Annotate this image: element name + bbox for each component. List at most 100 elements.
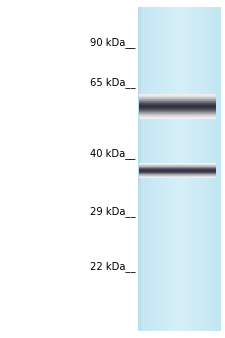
Bar xyxy=(139,104,216,105)
Bar xyxy=(186,7,188,331)
Bar xyxy=(139,114,216,115)
Bar xyxy=(139,166,216,167)
Bar xyxy=(140,7,141,331)
Bar xyxy=(139,115,216,116)
Bar xyxy=(139,110,216,111)
Bar xyxy=(162,7,163,331)
Bar xyxy=(192,7,193,331)
Bar xyxy=(185,7,186,331)
Bar xyxy=(208,7,209,331)
Bar xyxy=(170,7,171,331)
Bar xyxy=(153,7,155,331)
Bar xyxy=(138,7,140,331)
Bar xyxy=(141,7,142,331)
Bar xyxy=(194,7,196,331)
Bar xyxy=(199,7,200,331)
Bar xyxy=(139,175,216,176)
Bar xyxy=(139,97,216,98)
Bar xyxy=(139,101,216,102)
Bar xyxy=(139,163,216,164)
Text: 22 kDa__: 22 kDa__ xyxy=(90,262,135,272)
Bar xyxy=(155,7,156,331)
Bar xyxy=(139,109,216,110)
Bar xyxy=(139,99,216,100)
Bar xyxy=(180,7,181,331)
Bar xyxy=(139,169,216,170)
Text: 40 kDa__: 40 kDa__ xyxy=(90,148,135,159)
Bar xyxy=(138,7,141,331)
Bar xyxy=(189,7,190,331)
Bar xyxy=(139,113,216,114)
Bar xyxy=(139,105,216,106)
Bar xyxy=(139,170,216,171)
Bar xyxy=(203,7,204,331)
Bar xyxy=(164,7,166,331)
Bar xyxy=(139,95,216,96)
Bar xyxy=(175,7,177,331)
Bar xyxy=(139,173,216,174)
Bar xyxy=(139,111,216,112)
Bar xyxy=(178,7,180,331)
Bar xyxy=(204,7,205,331)
Bar xyxy=(181,7,182,331)
Bar xyxy=(200,7,201,331)
Bar xyxy=(139,103,216,104)
Bar xyxy=(139,168,216,169)
Bar xyxy=(188,7,189,331)
Text: 90 kDa__: 90 kDa__ xyxy=(90,37,135,48)
Bar xyxy=(139,174,216,175)
Bar xyxy=(139,107,216,108)
Bar xyxy=(152,7,153,331)
Bar xyxy=(174,7,175,331)
Bar xyxy=(139,94,216,95)
Bar xyxy=(190,7,192,331)
Bar xyxy=(149,7,151,331)
Bar xyxy=(166,7,167,331)
Bar xyxy=(209,7,211,331)
Bar xyxy=(142,7,144,331)
Bar xyxy=(156,7,157,331)
Bar xyxy=(147,7,148,331)
Bar xyxy=(139,116,216,117)
Bar xyxy=(218,7,219,331)
Bar xyxy=(163,7,164,331)
Bar xyxy=(184,7,185,331)
Bar xyxy=(139,100,216,101)
Bar xyxy=(148,7,149,331)
Bar xyxy=(167,7,169,331)
Text: 65 kDa__: 65 kDa__ xyxy=(90,77,135,88)
Bar xyxy=(139,164,216,165)
Bar xyxy=(139,96,216,97)
Bar xyxy=(171,7,173,331)
Bar xyxy=(139,176,216,177)
Bar xyxy=(139,171,216,172)
Bar xyxy=(144,7,145,331)
Bar xyxy=(182,7,184,331)
Bar xyxy=(139,106,216,107)
Bar xyxy=(139,102,216,103)
Bar xyxy=(205,7,207,331)
Bar xyxy=(145,7,147,331)
Bar xyxy=(215,7,216,331)
Bar xyxy=(139,108,216,109)
Bar xyxy=(177,7,178,331)
Bar xyxy=(139,98,216,99)
Bar xyxy=(212,7,214,331)
Bar xyxy=(139,117,216,118)
Bar xyxy=(193,7,194,331)
Bar xyxy=(173,7,174,331)
Bar xyxy=(159,7,160,331)
Bar xyxy=(139,172,216,173)
Bar xyxy=(139,177,216,178)
Bar xyxy=(139,167,216,168)
Bar xyxy=(139,165,216,166)
Bar xyxy=(196,7,197,331)
Bar xyxy=(139,112,216,113)
Bar xyxy=(139,118,216,119)
Bar xyxy=(201,7,203,331)
Bar xyxy=(160,7,162,331)
Bar xyxy=(158,7,159,331)
Bar xyxy=(151,7,152,331)
Bar xyxy=(216,7,218,331)
Bar xyxy=(207,7,208,331)
